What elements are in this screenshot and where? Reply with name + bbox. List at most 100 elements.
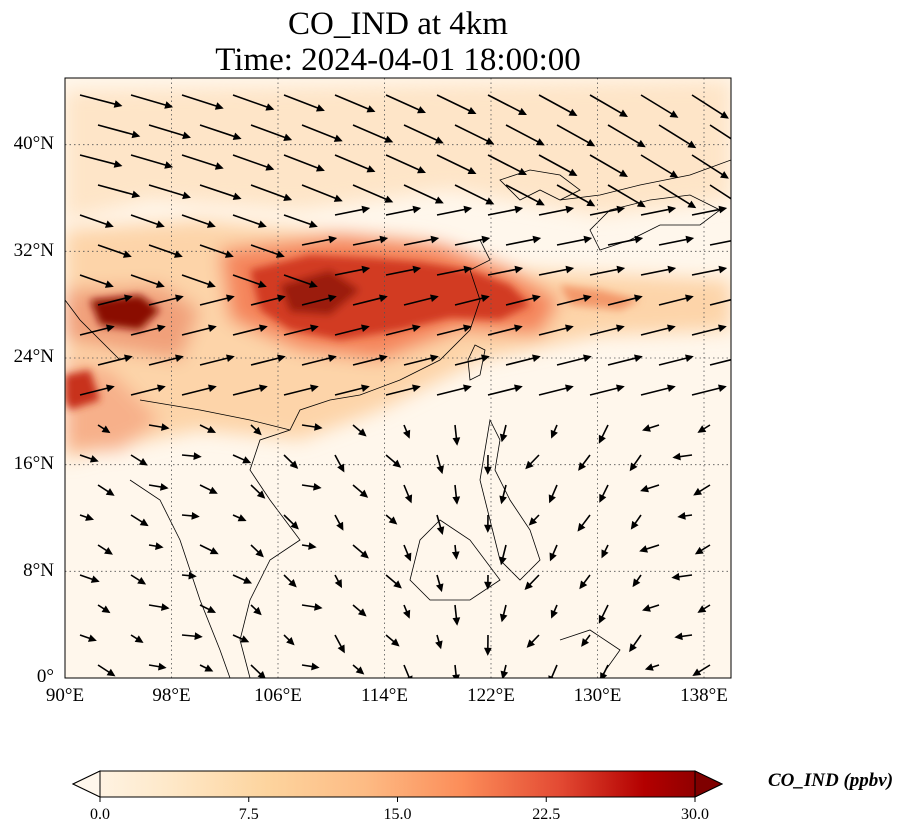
wind-arrow-head — [720, 111, 729, 119]
wind-arrow-head — [207, 425, 217, 433]
wind-arrow-head — [629, 643, 637, 653]
wind-arrow-head — [207, 605, 217, 613]
x-tick-label: 98°E — [152, 685, 191, 706]
wind-arrow-head — [565, 324, 574, 333]
wind-arrow-head — [131, 130, 141, 139]
wind-arrow-head — [240, 635, 250, 643]
wind-arrow-head — [485, 137, 495, 145]
wind-arrow-head — [313, 482, 322, 491]
wind-arrow-head — [277, 294, 286, 303]
wind-arrow-head — [718, 265, 728, 274]
y-tick-label: 24°N — [13, 346, 54, 367]
wind-arrow-head — [718, 384, 727, 393]
wind-arrow-head — [532, 354, 541, 363]
wind-arrow-head — [257, 671, 266, 678]
wind-arrow-head — [499, 495, 507, 505]
wind-arrow-head — [366, 165, 376, 173]
colorbar-tick-label: 22.5 — [532, 806, 561, 823]
wind-arrow-head — [583, 235, 593, 244]
wind-arrow-head — [528, 517, 538, 526]
wind-arrow-shaft — [79, 154, 121, 167]
wind-arrow-head — [565, 265, 575, 274]
wind-arrow-head — [155, 542, 164, 550]
wind-arrow-head — [636, 139, 646, 148]
wind-arrow-head — [514, 265, 524, 274]
wind-arrow-head — [355, 666, 365, 675]
wind-arrow-head — [384, 135, 394, 143]
wind-arrow-shaft — [334, 154, 375, 172]
wind-arrow-head — [113, 100, 123, 108]
wind-arrow-shaft — [691, 94, 728, 119]
wind-arrow-head — [481, 294, 490, 303]
wind-arrow-head — [328, 235, 338, 244]
wind-arrow-head — [434, 196, 444, 204]
wind-arrow-shaft — [691, 154, 728, 179]
wind-arrow-head — [578, 462, 587, 471]
wind-arrow-head — [333, 194, 343, 202]
y-tick-label: 40°N — [13, 133, 54, 154]
wind-arrow-head — [155, 280, 165, 288]
wind-arrow-head — [286, 636, 295, 646]
wind-arrow-head — [525, 460, 534, 470]
wind-arrow-shaft — [181, 154, 223, 169]
wind-arrow-head — [644, 663, 654, 671]
wind-arrow-head — [417, 106, 426, 114]
wind-arrow-head — [532, 294, 541, 303]
wind-arrow-head — [632, 578, 641, 588]
wind-arrow-head — [214, 162, 224, 170]
wind-arrow-head — [565, 205, 575, 214]
wind-arrow-shaft — [436, 94, 476, 114]
wind-arrow-head — [277, 354, 286, 363]
wind-arrow-head — [337, 644, 345, 654]
wind-arrow-head — [257, 280, 267, 288]
wind-arrow-shaft — [403, 124, 443, 144]
wind-arrow-head — [315, 104, 325, 112]
wind-arrow-head — [685, 235, 695, 244]
wind-arrow-head — [692, 668, 702, 677]
wind-arrow-head — [579, 580, 588, 590]
wind-arrow-head — [642, 604, 651, 612]
map-subtitle-time: Time: 2024-04-01 18:00:00 — [215, 42, 581, 78]
wind-arrow-head — [406, 675, 413, 678]
wind-arrow-head — [526, 639, 535, 648]
wind-arrow-head — [634, 235, 644, 244]
wind-arrow-head — [452, 437, 461, 446]
wind-arrow-head — [485, 197, 495, 205]
x-tick-label: 138°E — [680, 685, 728, 706]
wind-arrow-head — [206, 280, 216, 288]
wind-arrow-head — [104, 547, 113, 555]
wind-arrow-head — [481, 235, 491, 244]
wind-arrow-head — [434, 136, 444, 144]
wind-arrow-head — [384, 195, 394, 203]
wind-arrow-head — [463, 324, 472, 333]
x-tick-label: 106°E — [254, 685, 302, 706]
wind-arrow-head — [315, 164, 325, 172]
wind-arrow-head — [599, 493, 607, 503]
wind-arrow-head — [739, 203, 745, 208]
wind-arrow-head — [137, 576, 147, 585]
wind-arrow-head — [310, 384, 319, 393]
wind-arrow-head — [548, 494, 556, 504]
wind-arrow-head — [360, 550, 369, 559]
wind-arrow-shaft — [709, 358, 731, 366]
x-tick-label: 130°E — [573, 685, 622, 706]
wind-arrow-head — [361, 384, 370, 393]
wind-arrow-head — [390, 638, 400, 647]
wind-arrow-head — [550, 609, 558, 619]
wind-arrow-head — [619, 109, 628, 117]
wind-arrow-head — [583, 294, 592, 303]
wind-arrow-shaft — [97, 184, 139, 197]
wind-arrow-head — [157, 324, 166, 333]
wind-arrow-head — [105, 488, 115, 496]
wind-arrow-head — [484, 581, 492, 590]
wind-arrow-head — [337, 463, 345, 473]
concentration-field — [65, 78, 745, 678]
wind-arrow-head — [106, 668, 116, 677]
wind-arrow-head — [514, 324, 523, 333]
coastlines — [65, 159, 731, 678]
wind-arrow-head — [430, 294, 439, 303]
wind-arrow-shaft — [148, 184, 190, 198]
x-tick-label: 90°E — [45, 685, 85, 706]
wind-arrow-shaft — [199, 184, 241, 200]
wind-arrow-head — [674, 632, 683, 641]
